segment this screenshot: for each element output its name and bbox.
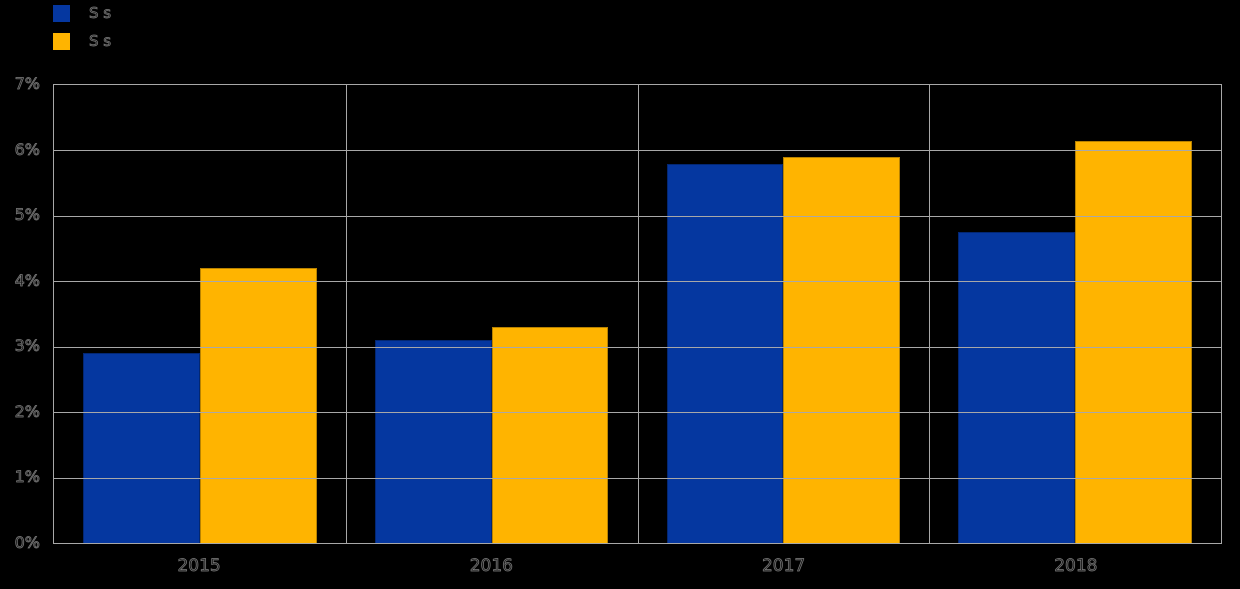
bar-2017-series1 bbox=[666, 163, 784, 543]
x-tick-label-2015: 2015 bbox=[177, 556, 221, 577]
panel-separator bbox=[929, 85, 931, 543]
y-tick-label-1pct: 1% bbox=[14, 467, 40, 487]
panel-separator bbox=[637, 85, 639, 543]
bar-2017-series2 bbox=[783, 156, 901, 543]
plot-area bbox=[53, 84, 1222, 544]
legend-swatch-yellow bbox=[53, 33, 70, 50]
y-tick-label-0pct: 0% bbox=[14, 533, 40, 552]
legend-swatch-blue bbox=[53, 5, 70, 22]
y-tick-label-5pct: 5% bbox=[14, 205, 40, 225]
x-tick-label-2017: 2017 bbox=[761, 556, 806, 577]
bar-group-2016 bbox=[346, 85, 638, 543]
bar-group-2018 bbox=[929, 85, 1221, 543]
bar-2016-series1 bbox=[374, 340, 492, 543]
bar-2015-series2 bbox=[199, 268, 317, 543]
y-tick-label-3pct: 3% bbox=[14, 336, 40, 356]
legend: S s S s bbox=[53, 4, 112, 50]
legend-item-series1: S s bbox=[53, 4, 112, 22]
panel-separator bbox=[345, 85, 347, 543]
legend-label-series2: S s bbox=[89, 32, 112, 50]
y-tick-label-2pct: 2% bbox=[14, 401, 40, 421]
bar-2016-series2 bbox=[491, 327, 609, 543]
bar-group-2015 bbox=[54, 85, 346, 543]
y-tick-label-6pct: 6% bbox=[14, 139, 40, 159]
x-tick-label-2018: 2018 bbox=[1054, 556, 1098, 577]
bar-2015-series1 bbox=[83, 353, 200, 543]
y-tick-label-7pct: 7% bbox=[14, 74, 40, 93]
legend-item-series2: S s bbox=[53, 32, 112, 50]
bar-2018-series2 bbox=[1075, 140, 1192, 543]
bar-group-2017 bbox=[638, 85, 930, 543]
legend-label-series1: S s bbox=[89, 4, 112, 22]
y-tick-label-4pct: 4% bbox=[14, 270, 40, 290]
x-axis-tick-labels: 2015 2016 2017 2018 bbox=[53, 553, 1222, 579]
x-tick-label-2016: 2016 bbox=[469, 556, 513, 577]
bar-groups bbox=[54, 85, 1221, 543]
bar-2018-series1 bbox=[958, 232, 1076, 543]
